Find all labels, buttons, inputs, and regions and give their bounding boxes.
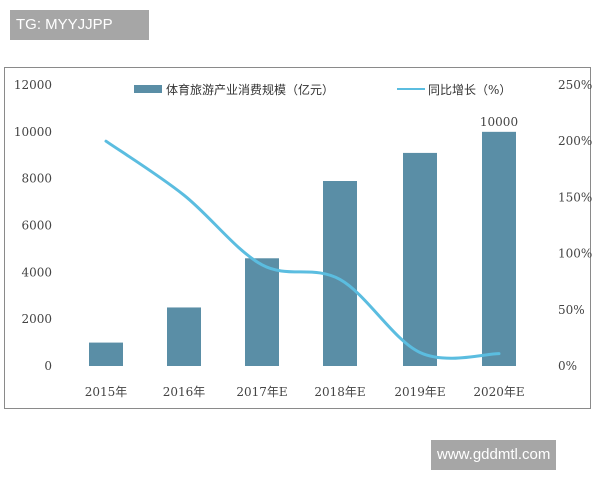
bar-annotations: 10000 xyxy=(480,115,518,129)
data-label: 10000 xyxy=(480,115,518,129)
x-tick-label: 2018年E xyxy=(314,385,365,399)
watermark-bottom-right: www.gddmtl.com xyxy=(431,440,557,470)
x-tick-label: 2019年E xyxy=(394,385,445,399)
x-tick-label: 2020年E xyxy=(473,385,524,399)
right-tick-label: 200% xyxy=(558,134,592,148)
right-tick-label: 50% xyxy=(558,303,585,317)
x-tick-label: 2015年 xyxy=(85,385,128,399)
left-tick-label: 12000 xyxy=(14,78,52,92)
watermark-top-left: TG: MYYJJPP xyxy=(10,10,149,40)
left-tick-label: 4000 xyxy=(21,265,52,279)
legend-line-label: 同比增长（%） xyxy=(428,83,511,97)
bar xyxy=(403,152,437,366)
legend-bar-label: 体育旅游产业消费规模（亿元） xyxy=(166,82,334,97)
x-tick-label: 2017年E xyxy=(236,385,287,399)
legend: 体育旅游产业消费规模（亿元） 同比增长（%） xyxy=(134,82,511,97)
legend-bar-swatch xyxy=(134,85,162,93)
growth-line xyxy=(104,139,501,360)
bar xyxy=(482,131,516,366)
left-tick-label: 2000 xyxy=(21,312,52,326)
left-tick-label: 8000 xyxy=(21,172,52,186)
right-axis-ticks: 0% 50% 100% 150% 200% 250% xyxy=(558,78,592,373)
bar xyxy=(245,258,279,366)
left-tick-label: 0 xyxy=(44,359,52,373)
left-tick-label: 6000 xyxy=(21,219,52,233)
bar xyxy=(167,307,201,366)
right-tick-label: 250% xyxy=(558,78,592,92)
left-axis-ticks: 0 2000 4000 6000 8000 10000 12000 xyxy=(14,78,52,373)
x-axis-labels: 2015年 2016年 2017年E 2018年E 2019年E 2020年E xyxy=(85,385,525,399)
bar xyxy=(89,342,123,366)
right-tick-label: 150% xyxy=(558,190,592,204)
right-tick-label: 0% xyxy=(558,359,577,373)
left-tick-label: 10000 xyxy=(14,125,52,139)
right-tick-label: 100% xyxy=(558,247,592,261)
bar-series xyxy=(89,131,516,366)
chart-frame xyxy=(4,67,591,409)
x-tick-label: 2016年 xyxy=(163,385,206,399)
